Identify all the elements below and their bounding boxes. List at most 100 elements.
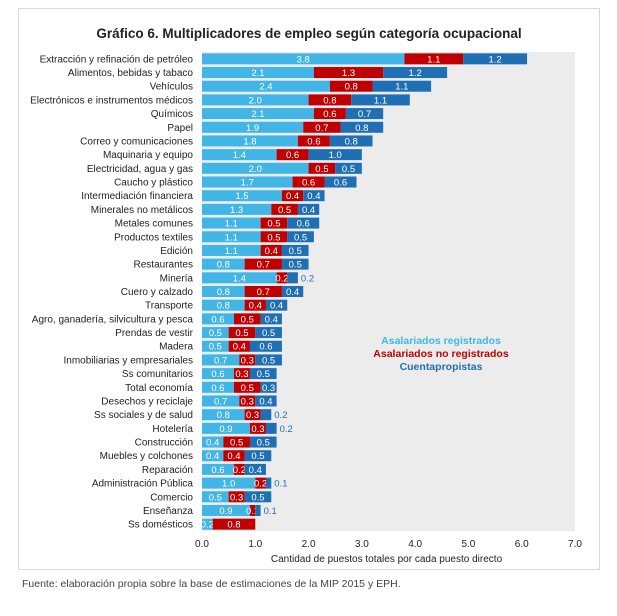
data-label: 1.3 <box>230 205 243 216</box>
bar-segment <box>404 53 464 65</box>
data-label: 0.2 <box>274 410 287 421</box>
bar-segment <box>202 94 309 106</box>
chart-frame: Gráfico 6. Multiplicadores de empleo seg… <box>18 8 600 570</box>
bar-segment <box>249 436 277 448</box>
data-label: 1.0 <box>329 150 342 161</box>
legend-entry: Asalariados registrados <box>381 335 501 347</box>
data-label: 0.1 <box>246 506 259 517</box>
bar-segment <box>202 450 224 462</box>
data-label: 0.1 <box>264 506 277 517</box>
data-label: 1.4 <box>233 273 246 284</box>
category-label: Productos textiles <box>114 232 193 243</box>
data-label: 0.3 <box>251 424 264 435</box>
data-label: 0.8 <box>227 520 240 531</box>
bar-segment <box>202 162 309 174</box>
data-label: 0.6 <box>211 465 224 476</box>
data-label: 0.3 <box>241 396 254 407</box>
category-label: Enseñanza <box>143 506 193 517</box>
data-label: 0.5 <box>251 451 264 462</box>
bar-segment <box>255 327 282 339</box>
data-label: 0.6 <box>211 383 224 394</box>
data-label: 0.4 <box>233 342 246 353</box>
data-label: 1.0 <box>222 479 235 490</box>
bar-segment <box>223 450 245 462</box>
legend-entry: Cuentapropistas <box>400 361 483 373</box>
bar-segment <box>244 491 272 503</box>
data-label: 0.5 <box>289 246 302 257</box>
bar-segment <box>313 67 384 79</box>
x-tick-label: 6.0 <box>515 539 529 550</box>
category-label: Construcción <box>135 438 193 449</box>
bar-segment <box>202 436 224 448</box>
bar-segment <box>202 149 277 161</box>
bar-segment <box>255 477 266 489</box>
bar-segment <box>260 409 272 421</box>
category-label: Metales comunes <box>115 219 193 230</box>
bar-segment <box>249 340 282 352</box>
data-label: 0.4 <box>206 451 219 462</box>
data-label: 1.3 <box>342 68 355 79</box>
bar-segment <box>202 518 213 530</box>
bar-segment <box>244 258 282 270</box>
category-label: Prendas de vestir <box>115 328 193 339</box>
bar-segment <box>297 135 330 147</box>
bar-segment <box>228 491 245 503</box>
bar-segment <box>202 395 240 407</box>
bar-segment <box>335 162 362 174</box>
data-label: 2.0 <box>249 95 262 106</box>
bar-segment <box>202 504 250 516</box>
data-label: 0.4 <box>249 465 262 476</box>
bar-segment <box>281 286 304 297</box>
data-label: 0.2 <box>301 273 314 284</box>
bar-segment <box>202 463 234 475</box>
data-label: 0.6 <box>323 109 336 120</box>
bar-segment <box>281 190 304 202</box>
data-label: 0.6 <box>334 178 347 189</box>
data-label: 0.6 <box>259 342 272 353</box>
data-label: 1.1 <box>225 219 238 230</box>
data-label: 1.1 <box>225 246 238 257</box>
category-label: Extracción y refinación de petróleo <box>40 54 194 65</box>
category-label: Inmobiliarias y empresariales <box>64 355 194 366</box>
x-tick-label: 3.0 <box>355 539 369 550</box>
bar-segment <box>228 327 256 339</box>
x-tick-label: 5.0 <box>461 539 475 550</box>
data-label: 1.1 <box>395 82 408 93</box>
category-label: Edición <box>160 246 193 257</box>
data-label: 0.5 <box>289 260 302 271</box>
data-label: 1.2 <box>409 68 422 79</box>
bar-segment <box>233 368 250 380</box>
x-tick-label: 2.0 <box>302 539 316 550</box>
data-label: 0.3 <box>241 355 254 366</box>
bar-segment <box>303 121 341 133</box>
bar-segment <box>202 340 229 352</box>
category-label: Comercio <box>150 492 193 503</box>
bar-segment <box>313 108 346 120</box>
bar-segment <box>249 504 256 516</box>
data-label: 0.2 <box>275 273 288 284</box>
bar-segment <box>265 422 277 434</box>
bar-segment <box>308 94 352 106</box>
category-label: Hotelería <box>152 424 193 435</box>
bar-segment <box>244 463 266 475</box>
bar-segment <box>260 381 277 393</box>
category-label: Reparación <box>142 465 193 476</box>
data-label: 0.9 <box>219 506 232 517</box>
bar-segment <box>202 135 298 147</box>
bar-segment <box>281 258 309 270</box>
bar-segment <box>202 409 245 421</box>
data-label: 0.7 <box>257 287 270 298</box>
data-label: 0.4 <box>270 301 283 312</box>
data-label: 0.8 <box>217 260 230 271</box>
data-label: 0.6 <box>297 219 310 230</box>
data-label: 0.5 <box>342 164 355 175</box>
bar-segment <box>281 244 309 256</box>
bar-segment <box>255 504 261 516</box>
data-label: 1.8 <box>243 136 256 147</box>
bar-segment <box>372 80 432 92</box>
data-label: 0.8 <box>217 410 230 421</box>
category-label: Intermediación financiera <box>81 191 193 202</box>
bar-segment <box>244 299 266 311</box>
bar-segment <box>202 477 256 489</box>
bar-segment <box>202 313 234 325</box>
